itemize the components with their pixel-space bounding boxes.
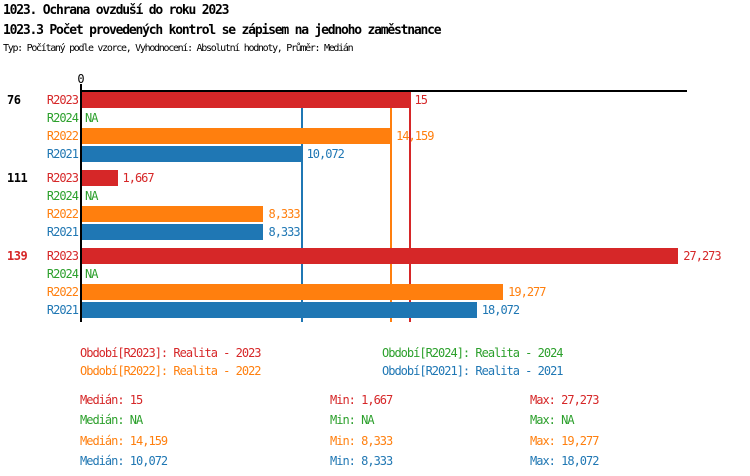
y-axis-line: [80, 84, 82, 322]
series-label-r2024: R2024: [46, 267, 79, 281]
value-label-111-r2021: 8,333: [268, 225, 300, 239]
bar-76-r2021: [81, 146, 302, 162]
stat-median-r2023: Medián: 15: [80, 393, 143, 407]
group-label-139: 139: [7, 249, 28, 263]
bar-139-r2023: [81, 248, 679, 264]
series-label-r2023: R2023: [46, 171, 79, 185]
series-label-r2022: R2022: [46, 129, 79, 143]
value-label-139-r2022: 19,277: [508, 285, 546, 299]
value-label-139-r2021: 18,072: [481, 303, 520, 317]
median-line-r2021: [300, 90, 303, 322]
stat-min-r2022: Min: 8,333: [330, 434, 393, 448]
series-label-r2024: R2024: [46, 189, 79, 203]
value-label-139-r2023: 27,273: [683, 249, 721, 263]
median-line-r2023: [408, 90, 411, 322]
bar-139-r2021: [81, 302, 477, 318]
stat-min-r2021: Min: 8,333: [330, 454, 393, 468]
bar-76-r2022: [81, 128, 392, 144]
stat-max-r2023: Max: 27,273: [530, 393, 599, 407]
stat-min-r2024: Min: NA: [330, 413, 375, 427]
bar-111-r2023: [81, 170, 118, 186]
chart-title: 1023. Ochrana ovzduší do roku 2023: [3, 3, 230, 18]
series-label-r2023: R2023: [46, 93, 79, 107]
stat-median-r2021: Medián: 10,072: [80, 454, 168, 468]
value-label-111-r2022: 8,333: [268, 207, 300, 221]
value-label-111-r2023: 1,667: [122, 171, 155, 185]
series-label-r2022: R2022: [46, 285, 79, 299]
group-label-111: 111: [7, 171, 28, 185]
value-label-139-r2024: NA: [85, 267, 98, 281]
stat-median-r2024: Medián: NA: [80, 413, 143, 427]
stat-max-r2024: Max: NA: [530, 413, 575, 427]
value-label-76-r2023: 15: [414, 93, 428, 107]
bar-111-r2021: [81, 224, 264, 240]
plot-area: 0 76 R2023 15 R2024 NA R2022 14,159 R2021 10,072…: [7, 72, 722, 322]
bar-111-r2022: [81, 206, 264, 222]
series-label-r2024: R2024: [46, 111, 79, 125]
value-label-76-r2024: NA: [85, 111, 98, 125]
legend-item-r2021: Období[R2021]: Realita - 2021: [382, 364, 564, 378]
chart-subtitle: 1023.3 Počet provedených kontrol se zápi…: [3, 23, 442, 38]
chart-meta-line: Typ: Počítaný podle vzorce, Vyhodnocení:…: [3, 43, 354, 54]
series-label-r2021: R2021: [46, 147, 79, 161]
legend-item-r2024: Období[R2024]: Realita - 2024: [382, 346, 564, 360]
value-label-76-r2021: 10,072: [306, 147, 345, 161]
stat-median-r2022: Medián: 14,159: [80, 434, 168, 448]
bar-76-r2023: [81, 92, 410, 108]
series-label-r2022: R2022: [46, 207, 79, 221]
value-label-111-r2024: NA: [85, 189, 98, 203]
stat-min-r2023: Min: 1,667: [330, 393, 393, 407]
stat-max-r2021: Max: 18,072: [530, 454, 599, 468]
value-label-76-r2022: 14,159: [396, 129, 434, 143]
x-axis-zero-label: 0: [77, 72, 85, 86]
series-label-r2021: R2021: [46, 225, 79, 239]
median-line-r2022: [390, 90, 393, 322]
series-label-r2023: R2023: [46, 249, 79, 263]
bar-139-r2022: [81, 284, 504, 300]
stat-max-r2022: Max: 19,277: [530, 434, 599, 448]
x-axis-top-line: [81, 90, 687, 92]
series-label-r2021: R2021: [46, 303, 79, 317]
legend-item-r2023: Období[R2023]: Realita - 2023: [80, 346, 262, 360]
group-label-76: 76: [7, 93, 21, 107]
legend-item-r2022: Období[R2022]: Realita - 2022: [80, 364, 262, 378]
